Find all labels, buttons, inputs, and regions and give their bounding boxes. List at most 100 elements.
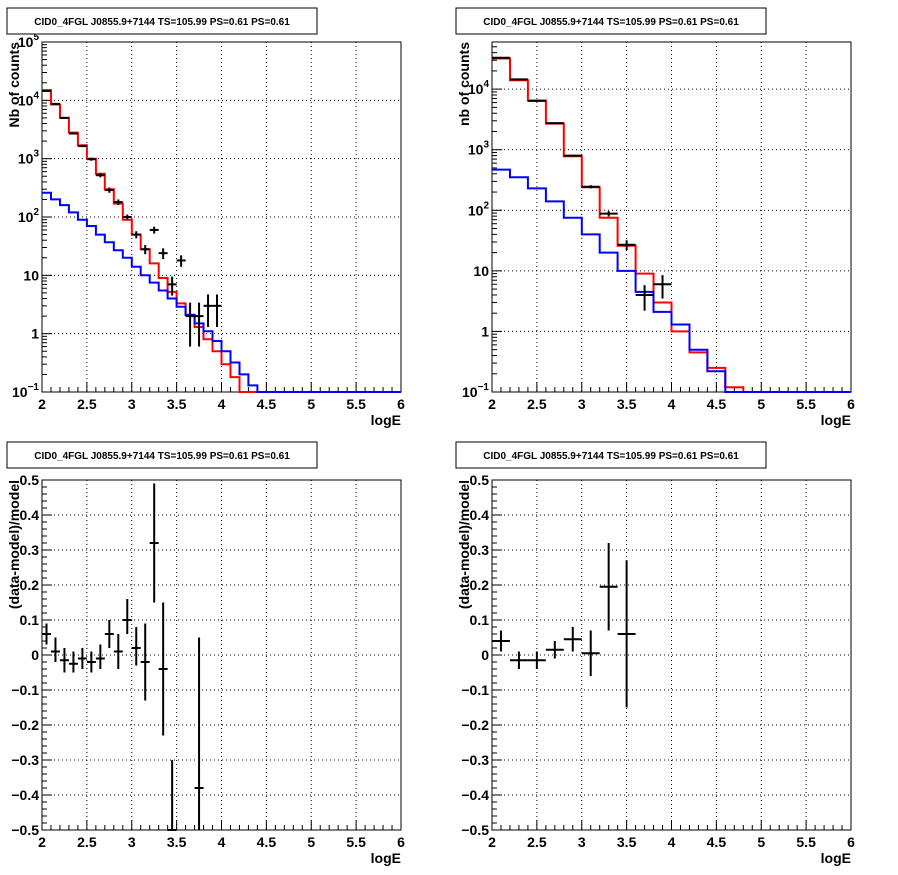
- data-point: [653, 275, 672, 299]
- data-point: [509, 78, 528, 81]
- data-point: [167, 276, 177, 296]
- data-point: [77, 144, 87, 148]
- x-tick-label: 4: [668, 396, 676, 412]
- x-tick-label: 2: [488, 834, 496, 850]
- y-tick-label: 104: [18, 90, 40, 108]
- data-point: [527, 651, 546, 669]
- x-tick-label: 5: [757, 396, 765, 412]
- data-point: [176, 255, 186, 267]
- x-tick-label: 3: [128, 834, 136, 850]
- x-tick-label: 5: [307, 834, 315, 850]
- x-tick-label: 4.5: [707, 834, 727, 850]
- x-tick-label: 6: [847, 834, 855, 850]
- y-tick-label: 0.5: [470, 472, 490, 488]
- data-point: [131, 231, 141, 239]
- x-tick-label: 5.5: [346, 834, 366, 850]
- y-tick-label: −0.3: [11, 752, 39, 768]
- x-tick-label: 4.5: [257, 396, 277, 412]
- data-point: [203, 294, 213, 328]
- x-axis-title: logE: [371, 412, 401, 428]
- y-tick-label: 0.2: [470, 577, 490, 593]
- data-point: [104, 620, 114, 648]
- data-point: [50, 102, 60, 105]
- title-box-frame: [455, 7, 767, 35]
- minor-ticks: [41, 479, 402, 831]
- y-axis-title: nb of counts: [456, 42, 472, 126]
- y-tick-label: 104: [468, 79, 490, 97]
- chart-title-box: CID0_4FGL J0855.9+7144 TS=105.99 PS=0.61…: [455, 441, 767, 469]
- data-point: [59, 116, 69, 119]
- grid: [492, 42, 851, 392]
- chart-title-box: CID0_4FGL J0855.9+7144 TS=105.99 PS=0.61…: [455, 7, 767, 35]
- y-tick-label: 103: [18, 149, 40, 167]
- y-tick-label: 10: [473, 263, 489, 279]
- chart-panel-2: 2 2.5 3 3.5 4 4.5 5 5.5 6 10−1 1 10 102 103 104 logE nb …: [455, 7, 855, 428]
- y-tick-label: −0.1: [461, 682, 489, 698]
- plot-frame: [41, 479, 402, 831]
- y-tick-label: 0.4: [20, 507, 40, 523]
- y-tick-label: 102: [18, 207, 40, 225]
- data-points: [492, 56, 672, 311]
- y-tick-label: 0: [31, 647, 39, 663]
- title-box-frame: [6, 441, 318, 469]
- x-tick-label: 3: [128, 396, 136, 412]
- chart-panel-4: 2 2.5 3 3.5 4 4.5 5 5.5 6 −0.5 −0.4 −0.3 −0.2 −0.1 0 0.…: [455, 441, 855, 866]
- x-tick-label: 2.5: [77, 396, 97, 412]
- y-tick-label: 10: [23, 267, 39, 283]
- data-point: [149, 483, 159, 603]
- chart-panel-1: 2 2.5 3 3.5 4 4.5 5 5.5 6 10−1 1 10 102 103 104 105 logE…: [6, 7, 405, 428]
- y-axis-title: (data-model)/model: [6, 480, 22, 609]
- chart-title-box: CID0_4FGL J0855.9+7144 TS=105.99 PS=0.61…: [6, 441, 318, 469]
- data-point: [149, 226, 159, 234]
- data-point: [635, 285, 654, 311]
- x-tick-label: 4.5: [257, 834, 277, 850]
- y-tick-label: −0.5: [11, 822, 39, 838]
- data-point: [50, 637, 60, 662]
- y-tick-label: −0.1: [11, 682, 39, 698]
- data-point: [509, 651, 528, 669]
- x-tick-label: 2.5: [527, 834, 547, 850]
- y-tick-label: 102: [468, 200, 490, 218]
- x-axis-title: logE: [821, 412, 851, 428]
- x-tick-label: 3.5: [617, 834, 637, 850]
- y-tick-label: 1: [31, 326, 39, 342]
- chart-title: CID0_4FGL J0855.9+7144 TS=105.99 PS=0.61…: [483, 451, 739, 462]
- data-points: [42, 483, 204, 831]
- y-tick-label: 0: [481, 647, 489, 663]
- x-tick-label: 6: [397, 396, 405, 412]
- data-point: [167, 760, 177, 831]
- data-point: [77, 648, 87, 669]
- chart-title-box: CID0_4FGL J0855.9+7144 TS=105.99 PS=0.61…: [6, 7, 318, 35]
- y-tick-label: 0.5: [20, 472, 40, 488]
- data-point: [59, 648, 69, 673]
- data-point: [194, 637, 204, 830]
- x-tick-label: 5: [307, 396, 315, 412]
- plot-frame: [491, 479, 852, 831]
- data-point: [563, 627, 582, 652]
- x-axis-title: logE: [821, 850, 851, 866]
- y-tick-label: 0.1: [470, 612, 490, 628]
- data-point: [527, 99, 546, 102]
- x-tick-label: 4: [668, 834, 676, 850]
- data-point: [158, 602, 168, 736]
- x-tick-label: 3.5: [617, 396, 637, 412]
- x-tick-label: 4: [218, 396, 226, 412]
- title-box-frame: [6, 7, 318, 35]
- data-point: [212, 294, 222, 328]
- x-tick-label: 2: [38, 396, 46, 412]
- y-tick-label: 0.2: [20, 577, 40, 593]
- plot-frame: [491, 41, 852, 393]
- data-point: [545, 122, 564, 125]
- x-tick-label: 3: [578, 396, 586, 412]
- data-point: [599, 211, 618, 217]
- x-tick-label: 2: [488, 396, 496, 412]
- x-tick-label: 3.5: [167, 396, 187, 412]
- data-point: [131, 627, 141, 666]
- data-point: [42, 623, 51, 645]
- y-tick-label: 0.3: [470, 542, 490, 558]
- grid: [42, 480, 401, 830]
- x-tick-label: 3: [578, 834, 586, 850]
- x-tick-label: 6: [397, 834, 405, 850]
- y-tick-label: 10−1: [462, 382, 489, 400]
